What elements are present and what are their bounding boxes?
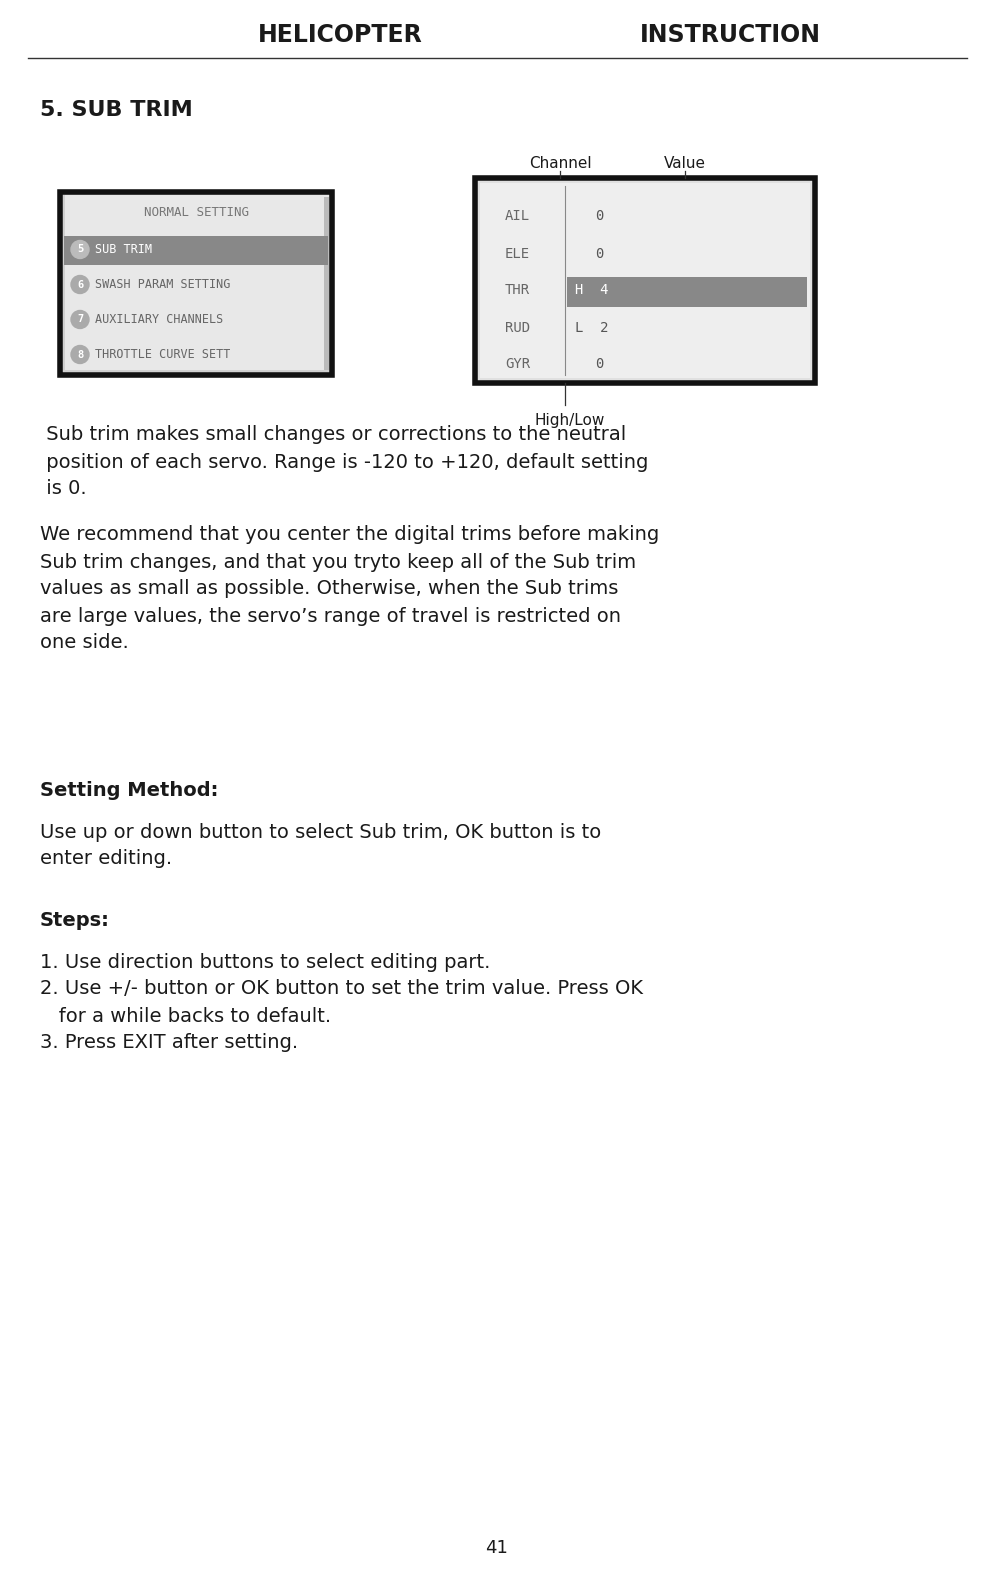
Text: 2. Use +/- button or OK button to set the trim value. Press OK: 2. Use +/- button or OK button to set th… <box>40 980 642 999</box>
Text: THROTTLE CURVE SETT: THROTTLE CURVE SETT <box>94 348 231 361</box>
Bar <box>65 195 329 370</box>
Text: 41: 41 <box>485 1539 508 1558</box>
Bar <box>479 183 809 378</box>
Circle shape <box>71 345 88 364</box>
Bar <box>324 197 329 370</box>
Text: THR: THR <box>505 284 530 298</box>
Text: GYR: GYR <box>505 358 530 372</box>
Text: is 0.: is 0. <box>40 479 86 499</box>
Text: 5. SUB TRIM: 5. SUB TRIM <box>40 99 193 120</box>
Text: 6: 6 <box>77 279 83 290</box>
Text: position of each servo. Range is -120 to +120, default setting: position of each servo. Range is -120 to… <box>40 452 648 471</box>
Text: 0: 0 <box>594 247 602 260</box>
Text: Steps:: Steps: <box>40 910 109 929</box>
Text: one side.: one side. <box>40 633 128 652</box>
Text: 0: 0 <box>594 358 602 372</box>
Text: HELICOPTER: HELICOPTER <box>257 24 421 47</box>
Text: AIL: AIL <box>505 209 530 224</box>
Text: We recommend that you center the digital trims before making: We recommend that you center the digital… <box>40 526 659 545</box>
Circle shape <box>71 276 88 293</box>
Text: RUD: RUD <box>505 320 530 334</box>
Text: 7: 7 <box>77 315 83 324</box>
Text: SWASH PARAM SETTING: SWASH PARAM SETTING <box>94 279 231 291</box>
Text: Sub trim makes small changes or corrections to the neutral: Sub trim makes small changes or correcti… <box>40 425 625 444</box>
Text: Value: Value <box>663 156 706 170</box>
Text: for a while backs to default.: for a while backs to default. <box>40 1006 331 1025</box>
Text: High/Low: High/Low <box>535 414 604 428</box>
Bar <box>60 192 332 375</box>
Text: L  2: L 2 <box>575 320 608 334</box>
Text: Sub trim changes, and that you tryto keep all of the Sub trim: Sub trim changes, and that you tryto kee… <box>40 553 635 572</box>
Text: 8: 8 <box>77 350 83 359</box>
Bar <box>474 178 814 383</box>
Circle shape <box>71 241 88 258</box>
Text: 1. Use direction buttons to select editing part.: 1. Use direction buttons to select editi… <box>40 953 490 972</box>
Text: 5: 5 <box>77 244 83 255</box>
Bar <box>567 277 806 307</box>
Text: AUXILIARY CHANNELS: AUXILIARY CHANNELS <box>94 313 223 326</box>
Text: NORMAL SETTING: NORMAL SETTING <box>143 205 248 219</box>
Text: enter editing.: enter editing. <box>40 849 172 868</box>
Text: H  4: H 4 <box>575 284 608 298</box>
Text: Use up or down button to select Sub trim, OK button is to: Use up or down button to select Sub trim… <box>40 822 600 841</box>
Text: Setting Method:: Setting Method: <box>40 781 218 800</box>
Text: 0: 0 <box>594 209 602 224</box>
Text: 3. Press EXIT after setting.: 3. Press EXIT after setting. <box>40 1033 298 1052</box>
Text: INSTRUCTION: INSTRUCTION <box>639 24 820 47</box>
Circle shape <box>71 310 88 329</box>
Text: SUB TRIM: SUB TRIM <box>94 243 152 257</box>
Text: Channel: Channel <box>528 156 590 170</box>
Text: values as small as possible. Otherwise, when the Sub trims: values as small as possible. Otherwise, … <box>40 580 617 598</box>
Bar <box>64 236 328 265</box>
Text: ELE: ELE <box>505 247 530 260</box>
Text: are large values, the servo’s range of travel is restricted on: are large values, the servo’s range of t… <box>40 606 620 625</box>
